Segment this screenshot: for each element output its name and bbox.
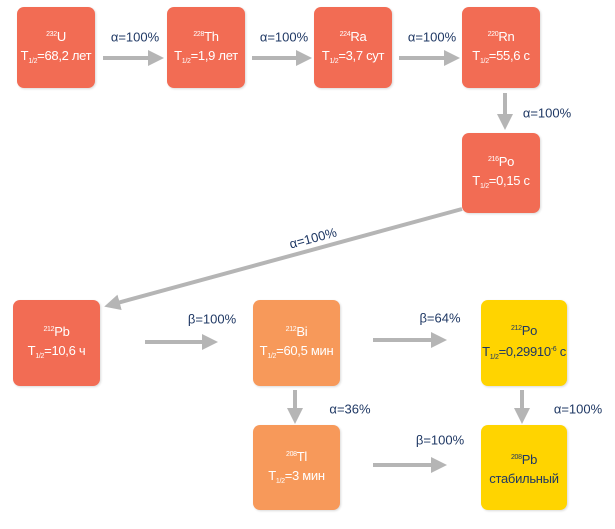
half-life-symbol: T — [27, 343, 36, 358]
nuclide-box: 212Po T1/2=0,29910-6 с — [481, 300, 567, 386]
half-life: T1/2=0,29910-6 с — [482, 340, 566, 367]
half-life-symbol: T — [174, 47, 182, 63]
nuclide-box: 216Po T1/2=0,15 с — [462, 133, 540, 213]
element-symbol: Po — [498, 154, 515, 169]
half-life-symbol: T — [472, 47, 480, 63]
half-life-value: =55,6 с — [488, 47, 530, 63]
nuclide-name: 232U — [46, 25, 66, 46]
half-life-value: =0,29910 — [498, 344, 551, 359]
half-life-sub: 1/2 — [489, 354, 499, 361]
nuclide-box: 212Bi T1/2=60,5 мин — [253, 300, 340, 386]
mass-number: 212 — [285, 326, 297, 333]
edge-label: α=36% — [329, 401, 371, 417]
half-life-sub: 1/2 — [28, 57, 38, 65]
mass-number: 212 — [43, 326, 55, 333]
nuclide-name: 212Po — [511, 319, 537, 340]
mass-number: 220 — [487, 30, 499, 38]
edge-label: β=100% — [415, 432, 465, 448]
edge-label: α=100% — [553, 401, 603, 417]
nuclide-box: 228Th T1/2=1,9 лет — [167, 7, 245, 88]
half-life: T1/2=55,6 с — [472, 46, 530, 71]
half-life-sub: 1/2 — [329, 57, 339, 65]
half-life-symbol: T — [321, 47, 330, 63]
half-life-value: =3,7 сут — [338, 47, 385, 63]
element-symbol: Rn — [498, 28, 515, 44]
nuclide-box: 212Pb T1/2=10,6 ч — [13, 300, 100, 386]
half-life: стабильный — [489, 469, 559, 488]
nuclide-name: 208Tl — [286, 445, 307, 466]
half-life-value: =3 мин — [284, 467, 325, 483]
mass-number: 216 — [487, 156, 499, 163]
half-life-sub: 1/2 — [479, 57, 489, 65]
half-life-symbol: T — [482, 344, 490, 359]
half-life: T1/2=3 мин — [268, 466, 325, 491]
element-symbol: Pb — [521, 451, 538, 467]
nuclide-name: 224Ra — [340, 25, 367, 46]
half-life-symbol: T — [472, 173, 480, 188]
mass-number: 224 — [339, 30, 351, 38]
nuclide-name: 208Pb — [511, 448, 537, 469]
half-life-symbol: T — [259, 343, 268, 358]
half-life: T1/2=0,15 с — [472, 171, 530, 196]
nuclide-name: 216Po — [488, 150, 514, 171]
half-life: T1/2=10,6 ч — [28, 341, 86, 366]
element-symbol: Tl — [296, 448, 308, 464]
nuclide-box: 208Pb стабильный — [481, 425, 567, 510]
half-life-value: =1,9 лет — [190, 47, 239, 63]
half-life: T1/2=1,9 лет — [174, 46, 238, 71]
half-life-sub: 1/2 — [479, 183, 489, 190]
half-life: T1/2=60,5 мин — [260, 341, 334, 366]
arrow — [104, 207, 463, 311]
unit: с — [556, 344, 567, 359]
half-life-sub: 1/2 — [181, 57, 191, 65]
half-life-value: =0,15 с — [488, 173, 530, 188]
nuclide-name: 212Bi — [286, 320, 308, 341]
nuclide-name: 220Rn — [488, 25, 515, 46]
half-life: T1/2=3,7 сут — [321, 46, 385, 71]
edge-label: β=64% — [419, 310, 461, 326]
mass-number: 232 — [46, 30, 57, 38]
edge-label: α=100% — [110, 29, 160, 45]
half-life-value: =60,5 мин — [276, 343, 334, 358]
element-symbol: Pb — [54, 324, 70, 339]
half-life-value: =10,6 ч — [44, 343, 86, 358]
mass-number: 212 — [510, 325, 522, 332]
mass-number: 208 — [510, 453, 522, 461]
half-life: T1/2=68,2 лет — [21, 46, 92, 71]
half-life-value: =68,2 лет — [37, 47, 92, 63]
edge-label: β=100% — [187, 311, 237, 327]
half-life-sub: 1/2 — [275, 477, 285, 485]
edge-label: α=100% — [522, 105, 572, 121]
status: стабильный — [489, 470, 559, 486]
mass-number: 228 — [193, 30, 205, 38]
nuclide-box: 220Rn T1/2=55,6 с — [462, 7, 540, 88]
edge-label: α=100% — [407, 29, 457, 45]
element-symbol: Ra — [350, 28, 367, 44]
nuclide-name: 212Pb — [43, 320, 69, 341]
half-life-symbol: T — [268, 467, 276, 483]
nuclide-box: 224Ra T1/2=3,7 сут — [314, 7, 392, 88]
half-life-sub: 1/2 — [267, 353, 277, 360]
half-life-symbol: T — [20, 47, 29, 63]
nuclide-name: 228Th — [193, 25, 219, 46]
exponent: -6 — [550, 346, 557, 353]
element-symbol: U — [56, 28, 66, 44]
element-symbol: Th — [204, 28, 219, 44]
element-symbol: Bi — [296, 324, 308, 339]
nuclide-box: 232U T1/2=68,2 лет — [17, 7, 95, 88]
mass-number: 208 — [285, 450, 297, 458]
element-symbol: Po — [521, 323, 538, 338]
half-life-sub: 1/2 — [35, 353, 45, 360]
edge-label: α=100% — [259, 29, 309, 45]
nuclide-box: 208Tl T1/2=3 мин — [253, 425, 340, 510]
